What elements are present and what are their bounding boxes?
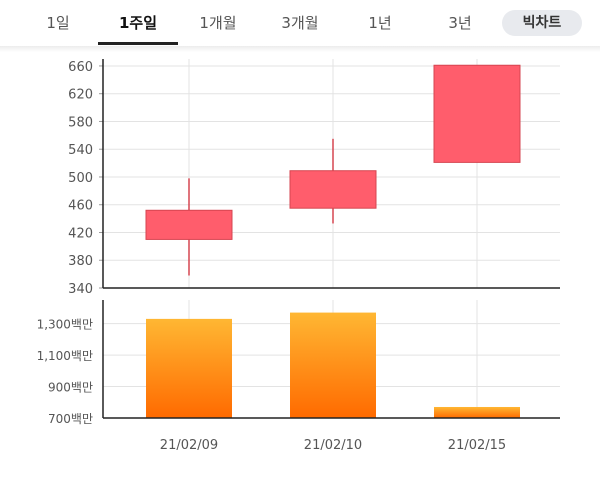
- price-panel: 660 620 580 540 500 460 420 380 340: [68, 59, 560, 297]
- price-tick-label: 340: [68, 282, 93, 297]
- tab-1-month[interactable]: 1개월: [199, 14, 237, 32]
- period-tab-bar: 1일 1주일 1개월 3개월 1년 3년 빅차트: [0, 0, 600, 46]
- price-tick-label: 460: [68, 199, 93, 214]
- volume-tick-label: 700백만: [48, 412, 93, 426]
- price-tick-label: 420: [68, 226, 93, 241]
- volume-tick-label: 1,300백만: [37, 318, 93, 332]
- price-tick-label: 500: [68, 171, 93, 186]
- volume-tick-label: 1,100백만: [37, 349, 93, 363]
- x-tick-label: 21/02/10: [304, 438, 362, 453]
- tab-1-day[interactable]: 1일: [46, 14, 70, 32]
- volume-panel: 1,300백만 1,100백만 900백만 700백만: [37, 300, 560, 426]
- tab-1-week[interactable]: 1주일: [118, 14, 158, 32]
- x-axis: 21/02/09 21/02/10 21/02/15: [160, 438, 506, 453]
- tab-3-years[interactable]: 3년: [448, 14, 472, 32]
- volume-bar: [146, 318, 232, 418]
- tab-3-months[interactable]: 3개월: [281, 14, 319, 32]
- price-tick-label: 540: [68, 143, 93, 158]
- price-tick-label: 620: [68, 88, 93, 103]
- active-tab-indicator: [98, 42, 178, 45]
- volume-bar: [290, 312, 376, 418]
- price-tick-label: 380: [68, 254, 93, 269]
- big-chart-button[interactable]: 빅차트: [502, 10, 582, 36]
- price-tick-label: 580: [68, 115, 93, 130]
- volume-tick-label: 900백만: [48, 381, 93, 395]
- candle-body: [289, 170, 377, 209]
- tab-bar-shadow: [0, 46, 600, 52]
- candle-body: [433, 64, 521, 163]
- price-tick-label: 660: [68, 60, 93, 75]
- candle-body: [145, 209, 233, 240]
- tab-1-year[interactable]: 1년: [368, 14, 392, 32]
- volume-bar: [434, 406, 520, 418]
- x-tick-label: 21/02/15: [448, 438, 506, 453]
- x-tick-label: 21/02/09: [160, 438, 218, 453]
